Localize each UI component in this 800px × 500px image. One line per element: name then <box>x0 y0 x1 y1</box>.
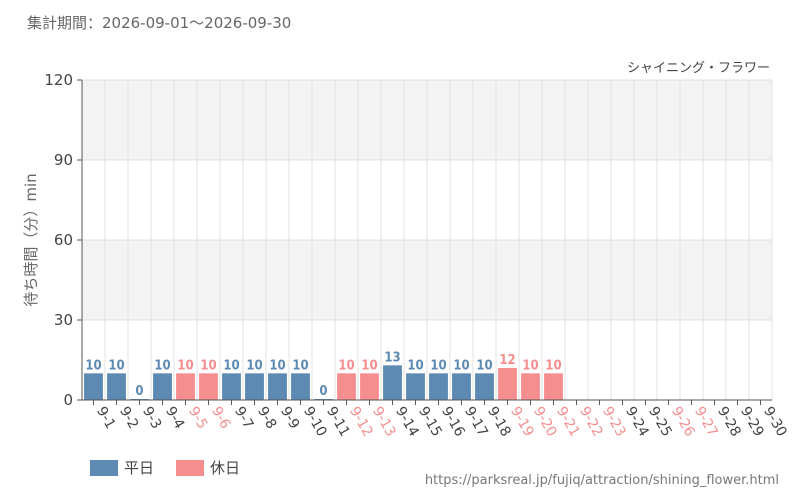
source-url: https://parksreal.jp/fujiq/attraction/sh… <box>424 473 779 488</box>
legend-label-holiday: 休日 <box>210 459 241 477</box>
x-tick-label: 9-5 <box>185 404 210 432</box>
bar-value-label: 10 <box>453 358 469 373</box>
legend-item-weekday: 平日 <box>90 457 154 478</box>
bar-value-label: 10 <box>269 358 285 373</box>
x-tick-label: 9-28 <box>714 404 744 440</box>
x-tick-label: 9-11 <box>323 404 353 440</box>
x-tick-label: 9-26 <box>668 404 698 440</box>
y-tick-label: 90 <box>54 151 73 169</box>
bar <box>245 373 264 400</box>
x-tick-label: 9-24 <box>622 404 652 440</box>
bar-value-label: 10 <box>430 358 446 373</box>
holiday-swatch <box>176 459 205 476</box>
x-tick-label: 9-17 <box>461 404 491 440</box>
x-tick-label: 9-18 <box>484 404 514 440</box>
x-tick-label: 9-9 <box>277 404 302 432</box>
x-tick-label: 9-1 <box>93 404 118 432</box>
x-tick-label: 9-15 <box>415 404 445 440</box>
bar <box>360 373 379 400</box>
bar <box>406 373 425 400</box>
bar <box>544 373 563 400</box>
x-tick-label: 9-30 <box>760 404 790 440</box>
bar-value-label: 10 <box>407 358 423 373</box>
bar-value-label: 10 <box>200 358 216 373</box>
bar-value-label: 10 <box>177 358 193 373</box>
bar <box>199 373 218 400</box>
weekday-swatch <box>90 459 118 476</box>
bar-value-label: 10 <box>223 358 239 373</box>
x-tick-label: 9-22 <box>576 404 606 440</box>
bar-value-label: 10 <box>338 358 354 373</box>
x-tick-label: 9-4 <box>162 404 187 432</box>
bar <box>222 373 241 400</box>
x-tick-label: 9-7 <box>231 404 256 432</box>
bar-value-label: 0 <box>135 384 143 399</box>
bar-value-label: 10 <box>545 358 561 373</box>
bar <box>429 373 448 400</box>
y-tick-label: 60 <box>54 231 73 249</box>
bar-value-label: 10 <box>292 358 308 373</box>
bar-value-label: 10 <box>361 358 377 373</box>
x-tick-label: 9-12 <box>346 404 376 440</box>
bar <box>498 368 517 400</box>
x-tick-label: 9-19 <box>507 404 537 440</box>
x-tick-label: 9-8 <box>254 404 279 432</box>
bar-value-label: 10 <box>476 358 492 373</box>
bar-value-label: 12 <box>499 353 515 368</box>
wait-time-chart: 0306090120109-1109-209-3109-4109-5109-61… <box>22 61 790 440</box>
x-tick-label: 9-27 <box>691 404 721 440</box>
x-tick-label: 9-14 <box>392 404 422 440</box>
legend-item-holiday: 休日 <box>176 457 240 478</box>
bar <box>475 373 494 400</box>
chart-title: シャイニング・フラワー <box>627 61 770 76</box>
bar <box>452 373 471 400</box>
x-tick-label: 9-29 <box>737 404 767 440</box>
bar-value-label: 10 <box>108 358 124 373</box>
bar <box>291 373 310 400</box>
x-tick-label: 9-6 <box>208 404 233 432</box>
y-tick-label: 0 <box>63 391 73 409</box>
bar-value-label: 10 <box>85 358 101 373</box>
bar-value-label: 0 <box>319 384 327 399</box>
bar <box>153 373 172 400</box>
bar <box>337 373 356 400</box>
x-tick-label: 9-21 <box>553 404 583 440</box>
bar-value-label: 13 <box>384 350 400 365</box>
legend-label-weekday: 平日 <box>124 459 155 477</box>
bar-value-label: 10 <box>246 358 262 373</box>
legend: 平日 休日 <box>90 457 240 478</box>
x-tick-label: 9-23 <box>599 404 629 440</box>
x-tick-label: 9-10 <box>300 404 330 440</box>
bar <box>176 373 195 400</box>
bar <box>383 365 402 400</box>
x-tick-label: 9-25 <box>645 404 675 440</box>
bar <box>107 373 126 400</box>
x-tick-label: 9-3 <box>139 404 164 432</box>
y-axis-label: 待ち時間（分）min <box>22 173 40 306</box>
bar-value-label: 10 <box>154 358 170 373</box>
bar <box>84 373 103 400</box>
x-tick-label: 9-13 <box>369 404 399 440</box>
x-tick-label: 9-16 <box>438 404 468 440</box>
bar <box>268 373 287 400</box>
bar <box>521 373 540 400</box>
x-tick-label: 9-2 <box>116 404 141 432</box>
x-tick-label: 9-20 <box>530 404 560 440</box>
bar-value-label: 10 <box>522 358 538 373</box>
period-label: 集計期間：2026-09-01～2026-09-30 <box>27 14 292 32</box>
y-tick-label: 30 <box>54 311 73 329</box>
y-tick-label: 120 <box>44 71 73 89</box>
